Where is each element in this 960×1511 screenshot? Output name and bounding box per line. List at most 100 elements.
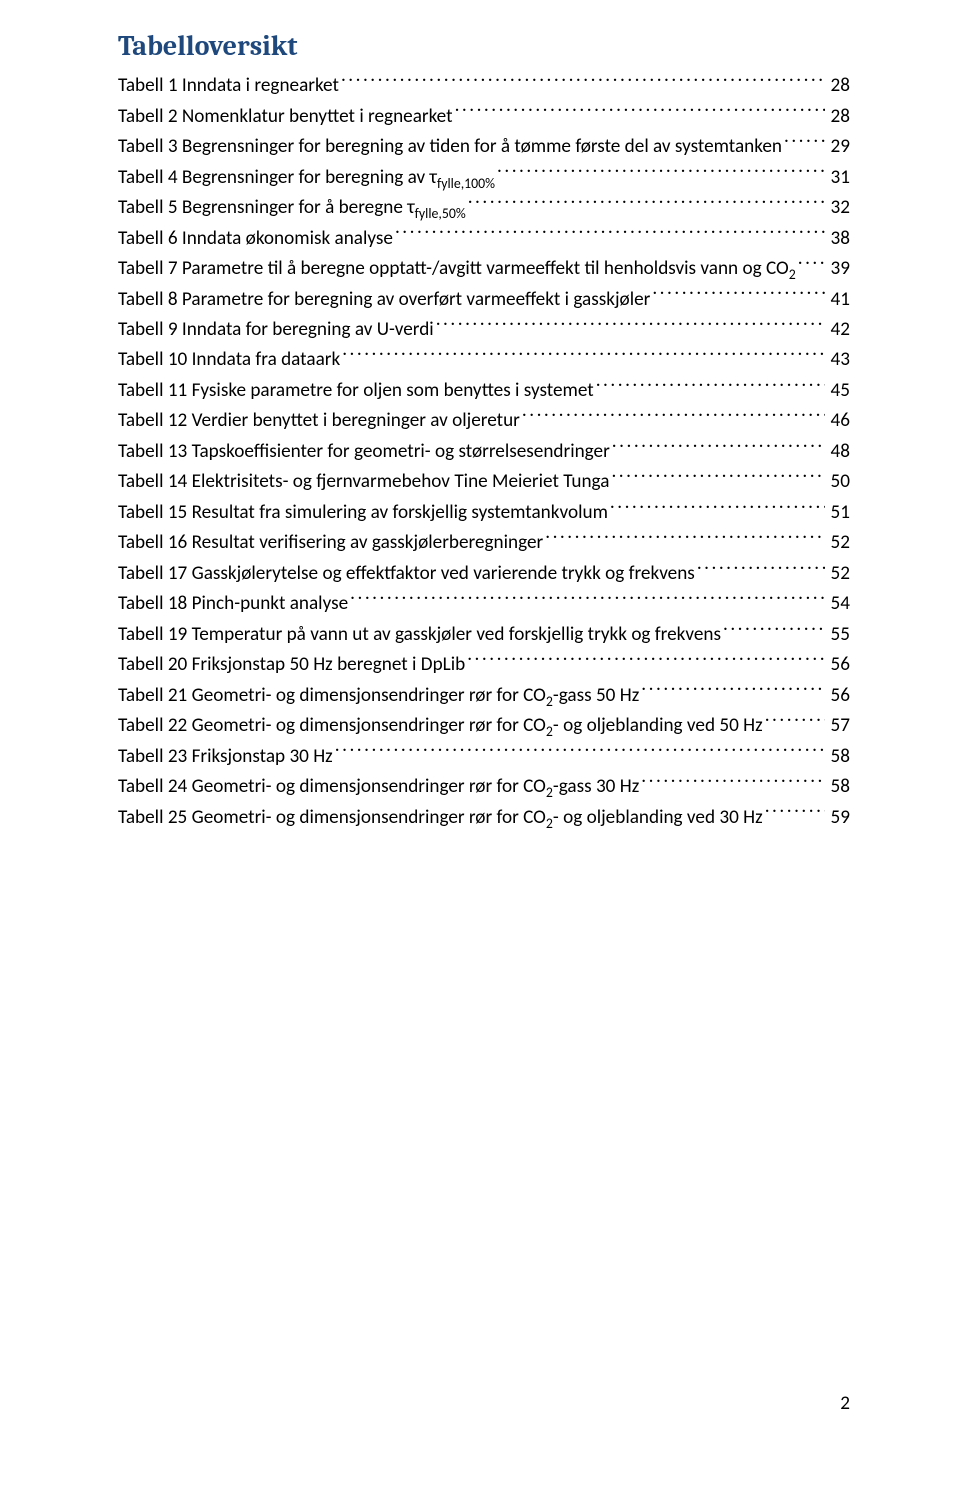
- toc-entry-page: 43: [827, 345, 850, 374]
- dot-leader: [522, 405, 825, 426]
- page-container: Tabelloversikt Tabell 1 Inndata i regnea…: [0, 0, 960, 1445]
- toc-entry-label: Tabell 5 Begrensninger for å beregne τfy…: [118, 193, 466, 222]
- dot-leader: [611, 466, 824, 487]
- toc-entry-page: 58: [827, 742, 850, 771]
- toc-entry-label: Tabell 17 Gasskjølerytelse og effektfakt…: [118, 559, 695, 588]
- dot-leader: [455, 100, 825, 121]
- dot-leader: [342, 344, 824, 365]
- toc-entry-page: 52: [827, 559, 850, 588]
- toc-entry[interactable]: Tabell 17 Gasskjølerytelse og effektfakt…: [118, 558, 850, 588]
- toc-entry[interactable]: Tabell 23 Friksjonstap 30 Hz 58: [118, 741, 850, 771]
- toc-entry-label: Tabell 19 Temperatur på vann ut av gassk…: [118, 620, 721, 649]
- dot-leader: [798, 253, 825, 274]
- toc-entry-page: 39: [827, 254, 850, 283]
- toc-entry-label: Tabell 24 Geometri- og dimensjonsendring…: [118, 772, 639, 801]
- toc-entry[interactable]: Tabell 16 Resultat verifisering av gassk…: [118, 527, 850, 557]
- toc-entry-label: Tabell 14 Elektrisitets- og fjernvarmebe…: [118, 467, 609, 496]
- toc-entry-label: Tabell 4 Begrensninger for beregning av …: [118, 163, 495, 192]
- toc-entry[interactable]: Tabell 6 Inndata økonomisk analyse 38: [118, 222, 850, 252]
- dot-leader: [610, 497, 825, 518]
- toc-entry[interactable]: Tabell 8 Parametre for beregning av over…: [118, 283, 850, 313]
- toc-entry-label: Tabell 3 Begrensninger for beregning av …: [118, 132, 782, 161]
- dot-leader: [350, 588, 824, 609]
- toc-entry[interactable]: Tabell 11 Fysiske parametre for oljen so…: [118, 375, 850, 405]
- toc-entry[interactable]: Tabell 7 Parametre til å beregne opptatt…: [118, 253, 850, 283]
- toc-entry-page: 38: [827, 224, 850, 253]
- toc-entry[interactable]: Tabell 14 Elektrisitets- og fjernvarmebe…: [118, 466, 850, 496]
- toc-entry-page: 59: [827, 803, 850, 832]
- toc-entry-label: Tabell 15 Resultat fra simulering av for…: [118, 498, 608, 527]
- toc-entry[interactable]: Tabell 2 Nomenklatur benyttet i regneark…: [118, 100, 850, 130]
- toc-entry-page: 42: [827, 315, 850, 344]
- toc-entry-page: 45: [827, 376, 850, 405]
- toc-entry-label: Tabell 13 Tapskoeffisienter for geometri…: [118, 437, 610, 466]
- toc-entry-label: Tabell 21 Geometri- og dimensjonsendring…: [118, 681, 639, 710]
- toc-entry[interactable]: Tabell 19 Temperatur på vann ut av gassk…: [118, 619, 850, 649]
- toc-entry-label: Tabell 8 Parametre for beregning av over…: [118, 285, 650, 314]
- dot-leader: [765, 802, 825, 823]
- toc-entry-page: 32: [827, 193, 850, 222]
- toc-entry[interactable]: Tabell 9 Inndata for beregning av U-verd…: [118, 314, 850, 344]
- dot-leader: [395, 222, 825, 243]
- toc-entry[interactable]: Tabell 20 Friksjonstap 50 Hz beregnet i …: [118, 649, 850, 679]
- toc-entry-page: 51: [827, 498, 850, 527]
- toc-entry-page: 29: [827, 132, 850, 161]
- toc-entry-label: Tabell 25 Geometri- og dimensjonsendring…: [118, 803, 763, 832]
- dot-leader: [652, 283, 824, 304]
- dot-leader: [497, 161, 825, 182]
- toc-entry[interactable]: Tabell 5 Begrensninger for å beregne τfy…: [118, 192, 850, 222]
- toc-entry[interactable]: Tabell 1 Inndata i regnearket 28: [118, 70, 850, 100]
- toc-entry-label: Tabell 16 Resultat verifisering av gassk…: [118, 528, 543, 557]
- toc-entry[interactable]: Tabell 24 Geometri- og dimensjonsendring…: [118, 771, 850, 801]
- toc-entry[interactable]: Tabell 12 Verdier benyttet i beregninger…: [118, 405, 850, 435]
- toc-entry[interactable]: Tabell 3 Begrensninger for beregning av …: [118, 131, 850, 161]
- toc-entry-label: Tabell 1 Inndata i regnearket: [118, 71, 339, 100]
- toc-entry[interactable]: Tabell 15 Resultat fra simulering av for…: [118, 497, 850, 527]
- dot-leader: [641, 680, 824, 701]
- toc-entry-label: Tabell 22 Geometri- og dimensjonsendring…: [118, 711, 763, 740]
- dot-leader: [641, 771, 824, 792]
- toc-entry-page: 48: [827, 437, 850, 466]
- toc-entry-page: 54: [827, 589, 850, 618]
- dot-leader: [545, 527, 824, 548]
- toc-entry-page: 41: [827, 285, 850, 314]
- toc-entry-label: Tabell 10 Inndata fra dataark: [118, 345, 340, 374]
- toc-entry-page: 56: [827, 681, 850, 710]
- toc-entry-label: Tabell 6 Inndata økonomisk analyse: [118, 224, 393, 253]
- toc-entry-label: Tabell 11 Fysiske parametre for oljen so…: [118, 376, 594, 405]
- dot-leader: [784, 131, 825, 152]
- dot-leader: [467, 649, 824, 670]
- toc-entry-page: 28: [827, 102, 850, 131]
- toc-entry-label: Tabell 23 Friksjonstap 30 Hz: [118, 742, 333, 771]
- toc-entry-label: Tabell 12 Verdier benyttet i beregninger…: [118, 406, 520, 435]
- toc-entry-label: Tabell 2 Nomenklatur benyttet i regneark…: [118, 102, 453, 131]
- toc-entry-page: 56: [827, 650, 850, 679]
- dot-leader: [596, 375, 825, 396]
- toc-entry-label: Tabell 9 Inndata for beregning av U-verd…: [118, 315, 434, 344]
- toc-entry[interactable]: Tabell 10 Inndata fra dataark 43: [118, 344, 850, 374]
- toc-entry-page: 55: [827, 620, 850, 649]
- toc-entry[interactable]: Tabell 21 Geometri- og dimensjonsendring…: [118, 680, 850, 710]
- toc-entry-page: 28: [827, 71, 850, 100]
- dot-leader: [335, 741, 825, 762]
- dot-leader: [468, 192, 825, 213]
- toc-entry[interactable]: Tabell 4 Begrensninger for beregning av …: [118, 161, 850, 191]
- dot-leader: [612, 436, 825, 457]
- toc-entry-page: 50: [827, 467, 850, 496]
- dot-leader: [723, 619, 825, 640]
- toc-entry[interactable]: Tabell 22 Geometri- og dimensjonsendring…: [118, 710, 850, 740]
- dot-leader: [341, 70, 825, 91]
- page-number: 2: [118, 1392, 850, 1415]
- toc-entry-page: 52: [827, 528, 850, 557]
- toc-entry[interactable]: Tabell 25 Geometri- og dimensjonsendring…: [118, 802, 850, 832]
- dot-leader: [697, 558, 825, 579]
- toc-entry-page: 58: [827, 772, 850, 801]
- toc-entry-page: 31: [827, 163, 850, 192]
- toc-entry-label: Tabell 20 Friksjonstap 50 Hz beregnet i …: [118, 650, 465, 679]
- toc-entry[interactable]: Tabell 18 Pinch-punkt analyse 54: [118, 588, 850, 618]
- toc-list: Tabell 1 Inndata i regnearket 28 Tabell 2 …: [118, 70, 850, 832]
- dot-leader: [436, 314, 825, 335]
- toc-entry-label: Tabell 7 Parametre til å beregne opptatt…: [118, 254, 796, 283]
- toc-entry[interactable]: Tabell 13 Tapskoeffisienter for geometri…: [118, 436, 850, 466]
- toc-entry-label: Tabell 18 Pinch-punkt analyse: [118, 589, 348, 618]
